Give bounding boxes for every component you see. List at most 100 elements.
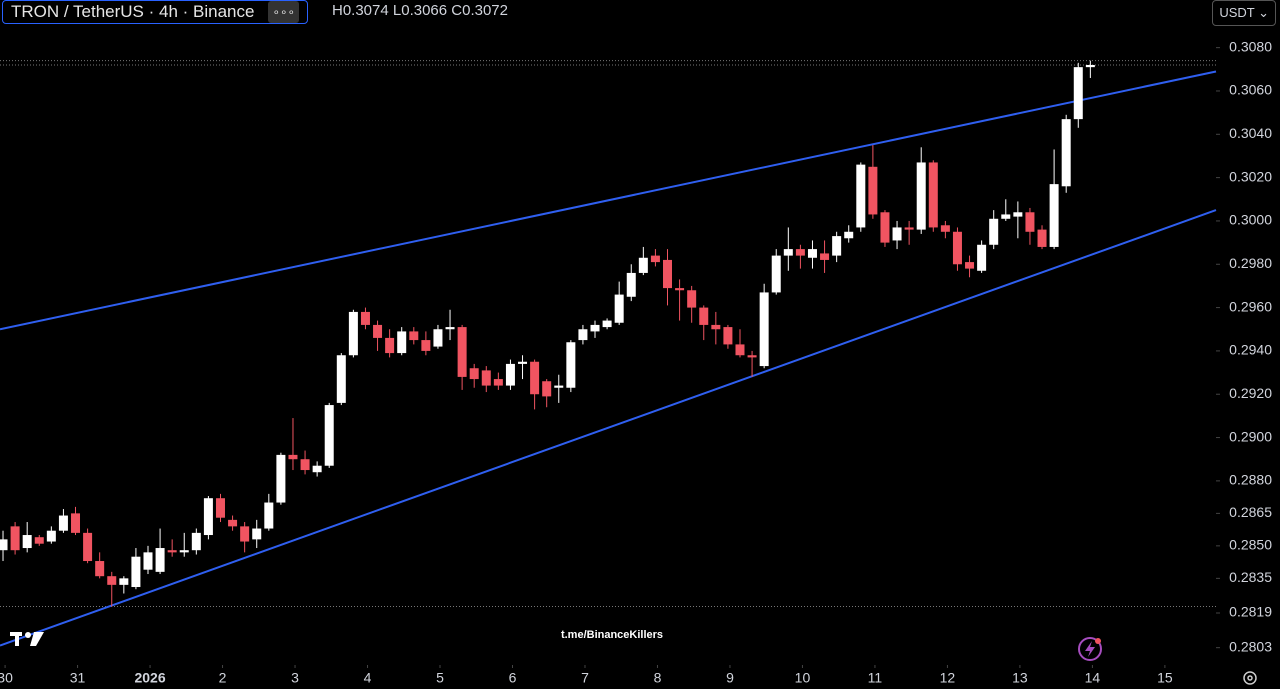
- flash-icon[interactable]: [1078, 637, 1102, 661]
- candle-body: [747, 355, 757, 358]
- candle-body: [844, 231, 854, 239]
- candle-body: [493, 379, 503, 386]
- x-tick-label: 13: [1012, 670, 1028, 686]
- y-tick-label: 0.3000: [1229, 212, 1272, 228]
- x-tick-label: 5: [436, 670, 444, 686]
- y-tick-label: 0.2865: [1229, 504, 1272, 520]
- x-tick-label: 8: [654, 670, 662, 686]
- candle-body: [203, 498, 213, 536]
- y-tick-label: 0.2819: [1229, 604, 1272, 620]
- y-tick-label: 0.2920: [1229, 385, 1272, 401]
- candle-body: [481, 370, 491, 386]
- currency-button[interactable]: USDT ⌄: [1212, 0, 1276, 26]
- candle-body: [252, 528, 262, 540]
- candle-body: [590, 324, 600, 332]
- candle-body: [1037, 229, 1047, 247]
- candle-body: [107, 576, 117, 585]
- candle-body: [228, 519, 238, 527]
- candle-body: [469, 368, 479, 380]
- candle-body: [856, 164, 866, 228]
- candle-body: [687, 290, 697, 308]
- trendline: [0, 209, 1217, 647]
- candle-body: [940, 225, 950, 232]
- candle-body: [904, 227, 914, 230]
- candle-body: [807, 249, 817, 258]
- y-tick-label: 0.2803: [1229, 638, 1272, 654]
- x-tick-label: 15: [1157, 670, 1173, 686]
- candle-body: [663, 259, 673, 289]
- candle-body: [1073, 67, 1083, 120]
- candle-body: [336, 355, 346, 403]
- candle-body: [22, 535, 32, 549]
- candle-body: [638, 257, 648, 273]
- candle-body: [276, 454, 286, 503]
- candle-body: [1001, 214, 1011, 219]
- candle-body: [397, 331, 407, 354]
- candle-body: [433, 329, 443, 347]
- y-tick-label: 0.2850: [1229, 537, 1272, 553]
- y-tick-label: 0.2980: [1229, 255, 1272, 271]
- more-button[interactable]: ∘∘∘: [268, 1, 299, 23]
- candle-body: [711, 324, 721, 330]
- candle-body: [312, 465, 322, 473]
- candle-body: [191, 532, 201, 551]
- x-tick-label: 31: [70, 670, 86, 686]
- candle-body: [360, 311, 370, 325]
- y-tick-label: 0.3060: [1229, 82, 1272, 98]
- x-tick-label: 2: [219, 670, 227, 686]
- candle-body: [300, 459, 310, 471]
- candle-body: [1025, 212, 1035, 232]
- candle-body: [650, 255, 660, 263]
- x-tick-label: 30: [0, 670, 13, 686]
- y-tick-label: 0.3080: [1229, 38, 1272, 54]
- x-tick-label: 3: [291, 670, 299, 686]
- x-tick-label: 6: [509, 670, 517, 686]
- candle-body: [965, 262, 975, 269]
- trendline: [0, 70, 1217, 331]
- candle-body: [1085, 64, 1095, 68]
- candle-body: [783, 249, 793, 256]
- candle-body: [264, 502, 274, 529]
- y-tick-label: 0.3040: [1229, 125, 1272, 141]
- candle-body: [952, 231, 962, 265]
- candle-body: [723, 327, 733, 345]
- candle-body: [542, 381, 552, 397]
- candle-body: [675, 288, 685, 291]
- settings-icon[interactable]: [1243, 671, 1257, 685]
- x-tick-label: 14: [1085, 670, 1101, 686]
- candle-body: [795, 249, 805, 256]
- candle-body: [348, 311, 358, 356]
- candle-body: [155, 548, 165, 572]
- candle-body: [928, 162, 938, 228]
- candle-body: [1049, 184, 1059, 247]
- candle-body: [977, 244, 987, 271]
- x-tick-label: 7: [581, 670, 589, 686]
- candle-body: [46, 530, 56, 542]
- candle-body: [143, 552, 153, 570]
- candle-body: [820, 253, 830, 260]
- candle-body: [324, 405, 334, 466]
- ohlc-readout: H0.3074 L0.3066 C0.3072: [332, 2, 508, 19]
- candle-body: [989, 218, 999, 245]
- candle-body: [58, 515, 68, 531]
- candle-body: [602, 320, 612, 328]
- x-tick-label: 4: [364, 670, 372, 686]
- x-tick-label: 12: [940, 670, 956, 686]
- candle-body: [1061, 119, 1071, 187]
- tv-logo: [10, 632, 44, 646]
- candle-body: [1013, 212, 1023, 217]
- currency: USDT: [1219, 5, 1255, 20]
- candle-body: [34, 537, 44, 544]
- y-tick-label: 0.2880: [1229, 472, 1272, 488]
- candle-body: [385, 337, 395, 354]
- candle-body: [735, 344, 745, 356]
- candle-body: [131, 556, 141, 588]
- symbol-box[interactable]: TRON / TetherUS · 4h · Binance ∘∘∘: [2, 0, 308, 24]
- plot: 0.3080 0.3060 0.3040 0.3020 0.3000 0.2980 0.29…: [0, 38, 1272, 686]
- candle-body: [10, 526, 20, 551]
- candle-body: [215, 498, 225, 518]
- y-tick-label: 0.2835: [1229, 569, 1272, 585]
- candle-body: [578, 329, 588, 341]
- candle-body: [505, 363, 515, 386]
